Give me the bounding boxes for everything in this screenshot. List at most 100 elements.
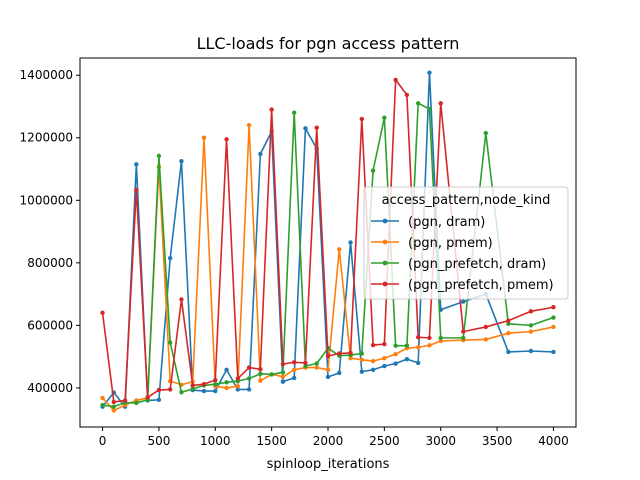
data-point [303, 363, 308, 369]
legend-entry-label: (pgn, dram) [408, 215, 485, 230]
data-point [393, 351, 398, 357]
data-point [190, 383, 195, 388]
data-point [269, 107, 274, 112]
data-point [258, 371, 263, 377]
plot-area [100, 70, 556, 413]
data-point [167, 387, 173, 392]
data-point [156, 397, 162, 402]
x-tick-label: 1500 [256, 434, 287, 448]
x-tick-label: 0 [99, 434, 107, 448]
data-point [269, 372, 274, 377]
data-point [179, 297, 184, 302]
data-point [303, 126, 308, 131]
data-point [111, 408, 117, 413]
data-point [201, 135, 207, 140]
data-point [393, 77, 398, 83]
data-point [314, 125, 319, 130]
data-point [325, 367, 331, 372]
x-tick-label: 3000 [425, 434, 456, 448]
y-tick-label: 600000 [27, 318, 73, 332]
data-point [167, 255, 173, 261]
data-point [551, 315, 556, 320]
data-point [258, 151, 263, 157]
data-point [213, 388, 218, 394]
data-point [404, 356, 410, 362]
data-point [246, 387, 252, 392]
data-point [100, 395, 105, 401]
data-point [280, 374, 286, 379]
legend-swatch-marker [382, 218, 388, 224]
data-point [280, 370, 286, 375]
data-point [415, 360, 421, 366]
data-point [370, 367, 376, 372]
y-tick-label: 1400000 [20, 68, 73, 82]
data-point [201, 381, 207, 387]
data-point [134, 400, 139, 406]
data-point [438, 335, 443, 341]
data-point [111, 399, 117, 405]
data-point [483, 324, 489, 330]
data-point [415, 345, 421, 350]
data-point [280, 361, 286, 367]
data-point [246, 376, 252, 381]
legend-entry-label: (pgn_prefetch, dram) [408, 257, 546, 272]
data-point [235, 384, 241, 389]
y-tick-label: 1200000 [20, 131, 73, 145]
data-point [201, 388, 207, 394]
data-point [213, 377, 218, 383]
series-3 [100, 101, 556, 409]
data-point [179, 158, 184, 164]
x-tick-label: 2000 [313, 434, 344, 448]
legend-swatch-marker [382, 239, 388, 245]
data-point [382, 115, 387, 120]
data-point [100, 310, 105, 316]
data-point [258, 378, 263, 383]
data-point [438, 101, 443, 106]
data-point [337, 370, 342, 376]
series-line [102, 102, 554, 408]
data-point [303, 360, 308, 366]
data-point [427, 343, 432, 348]
x-tick-label: 1000 [200, 434, 231, 448]
data-point [393, 361, 398, 366]
data-point [415, 335, 421, 340]
data-point [404, 343, 410, 348]
data-point [235, 376, 241, 381]
legend-swatch-marker [382, 281, 388, 287]
data-point [291, 110, 297, 115]
data-point [528, 348, 534, 354]
data-point [528, 323, 534, 328]
data-point [382, 356, 387, 361]
data-point [314, 361, 319, 366]
y-axis: 400000 600000 800000 1000000 1200000 1400000 [20, 68, 80, 395]
legend-entry-label: (pgn, pmem) [408, 236, 493, 251]
data-point [224, 380, 229, 385]
data-point [461, 299, 466, 304]
data-point [438, 338, 443, 344]
data-point [359, 116, 365, 122]
data-point [325, 353, 331, 359]
data-point [314, 365, 319, 370]
data-point [100, 402, 105, 408]
data-point [179, 390, 184, 395]
data-point [404, 92, 410, 98]
legend-box [363, 186, 569, 300]
data-point [291, 375, 297, 381]
data-point [224, 385, 229, 391]
data-point [506, 349, 511, 355]
data-point [359, 369, 365, 374]
data-point [246, 123, 252, 128]
data-point [427, 106, 432, 112]
x-axis: 0 500 1000 1500 2000 2500 3000 3500 4000 [99, 427, 569, 448]
data-point [348, 356, 353, 361]
data-point [370, 358, 376, 364]
data-point [483, 337, 489, 342]
x-tick-label: 3500 [482, 434, 513, 448]
legend-entries: (pgn, dram) (pgn, pmem) (pgn_prefetch, dra… [371, 215, 554, 293]
data-point [156, 153, 162, 159]
data-point [382, 341, 387, 347]
data-point [461, 335, 466, 341]
data-point [325, 374, 331, 380]
data-point [134, 187, 139, 193]
x-axis-label: spinloop_iterations [267, 457, 390, 472]
